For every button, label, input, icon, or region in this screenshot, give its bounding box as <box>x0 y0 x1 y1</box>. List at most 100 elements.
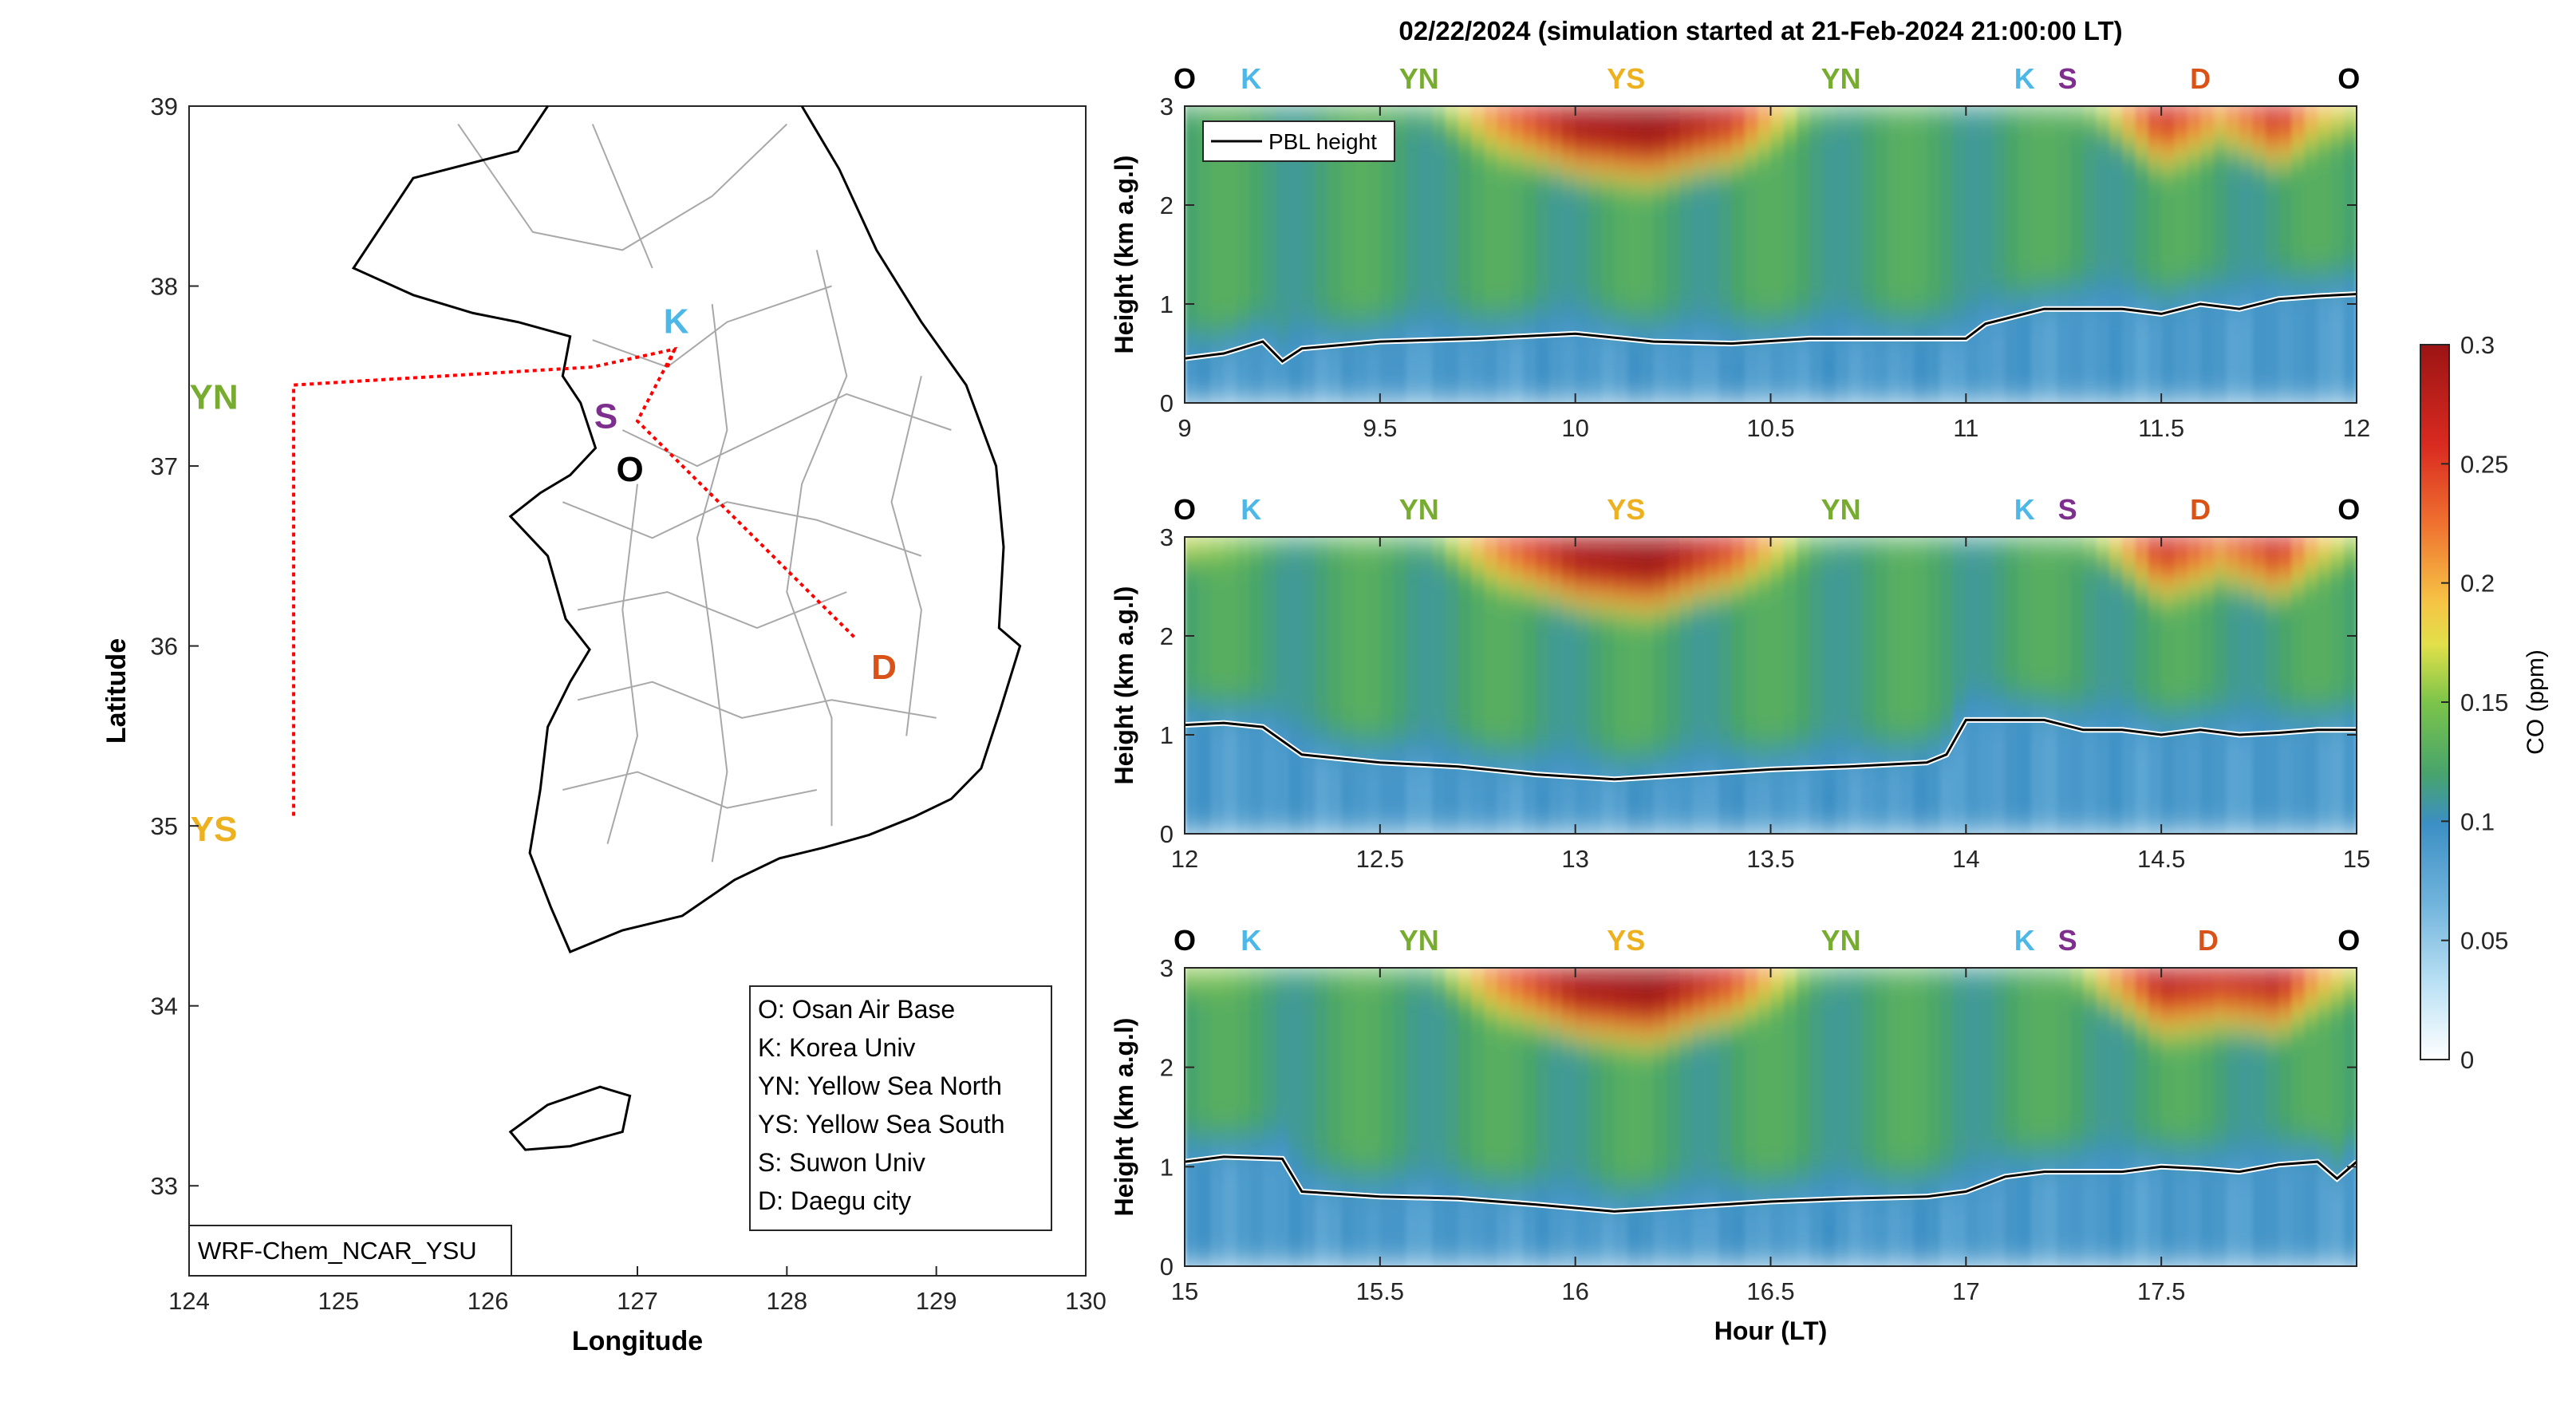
co-cell <box>2135 226 2149 235</box>
co-cell <box>2174 310 2188 319</box>
co-cell <box>1718 247 1733 255</box>
co-cell <box>2291 282 2306 291</box>
co-cell <box>1367 629 1381 637</box>
co-cell <box>1536 148 1550 156</box>
co-cell <box>1301 551 1316 559</box>
co-cell <box>1848 261 1863 270</box>
co-cell <box>1575 233 1589 242</box>
co-cell <box>1679 290 1694 298</box>
co-cell <box>2174 381 2188 390</box>
co-cell <box>1523 112 1537 121</box>
co-cell <box>2044 106 2058 114</box>
co-cell <box>2213 290 2227 298</box>
co-cell <box>1288 827 1303 834</box>
co-cell <box>2044 268 2058 277</box>
co-cell <box>2239 396 2254 403</box>
co-cell <box>1588 198 1603 206</box>
co-cell <box>1418 798 1434 807</box>
co-cell <box>2330 191 2345 199</box>
co-cell <box>1340 565 1355 574</box>
co-cell <box>1379 614 1395 623</box>
co-cell <box>1315 205 1329 213</box>
co-cell <box>2057 211 2071 220</box>
co-cell <box>2187 162 2202 171</box>
co-cell <box>2265 268 2279 277</box>
co-cell <box>1354 247 1368 255</box>
co-cell <box>1875 304 1889 312</box>
co-cell <box>1484 211 1498 220</box>
co-cell <box>1822 318 1837 326</box>
co-cell <box>2291 184 2306 192</box>
co-cell <box>1966 120 1980 128</box>
co-cell <box>2030 112 2045 121</box>
co-cell <box>1627 255 1642 262</box>
co-cell <box>2096 233 2110 242</box>
co-cell <box>1549 290 1564 298</box>
co-cell <box>1692 219 1706 227</box>
co-cell <box>2226 240 2241 249</box>
co-cell <box>1809 148 1824 156</box>
co-cell <box>1262 169 1277 178</box>
co-cell <box>1471 198 1485 206</box>
co-cell <box>1939 233 1954 242</box>
co-cell <box>1340 706 1355 715</box>
co-cell <box>1367 282 1381 291</box>
co-cell <box>1888 339 1902 348</box>
co-cell <box>1992 297 2006 305</box>
co-cell <box>1340 720 1355 729</box>
co-cell <box>1627 176 1642 185</box>
co-cell <box>1783 156 1798 164</box>
co-cell <box>1679 148 1694 156</box>
co-cell <box>2135 332 2149 341</box>
co-cell <box>2174 176 2188 185</box>
co-cell <box>1718 297 1733 305</box>
co-cell <box>1418 205 1434 213</box>
co-cell <box>1197 791 1212 799</box>
co-cell <box>1927 297 1941 305</box>
co-cell <box>2083 162 2097 171</box>
co-cell <box>1536 374 1550 383</box>
co-cell <box>1237 579 1251 587</box>
co-cell <box>2318 120 2332 128</box>
co-cell <box>1458 325 1473 334</box>
co-cell <box>1666 184 1681 192</box>
co-cell <box>2318 219 2332 227</box>
co-cell <box>1354 770 1368 779</box>
co-cell <box>1588 304 1603 312</box>
co-cell <box>2148 198 2163 206</box>
co-cell <box>1458 332 1473 341</box>
co-cell <box>1692 112 1706 121</box>
co-cell <box>1315 233 1329 242</box>
co-cell <box>1588 184 1603 192</box>
co-cell <box>1588 381 1603 390</box>
co-cell <box>1744 211 1759 220</box>
co-cell <box>1288 247 1303 255</box>
co-cell <box>1406 614 1420 623</box>
co-cell <box>1562 198 1576 206</box>
co-cell <box>1562 325 1576 334</box>
co-cell <box>1185 112 1199 121</box>
co-cell <box>1653 389 1667 397</box>
map-x-tick-label: 126 <box>467 1287 509 1315</box>
co-cell <box>1262 325 1277 334</box>
co-cell <box>1484 664 1498 673</box>
co-cell <box>1393 685 1407 693</box>
co-cell <box>1614 360 1628 369</box>
co-cell <box>1458 162 1473 171</box>
co-cell <box>1484 275 1498 284</box>
co-cell <box>1718 346 1733 354</box>
co-cell <box>1354 233 1368 242</box>
co-cell <box>2161 346 2176 354</box>
co-cell <box>2226 325 2241 334</box>
co-cell <box>1471 297 1485 305</box>
co-cell <box>2278 134 2293 143</box>
co-cell <box>2030 198 2045 206</box>
co-cell <box>1432 784 1446 792</box>
co-cell <box>1406 642 1420 651</box>
co-cell <box>2109 381 2124 390</box>
co-cell <box>1653 198 1667 206</box>
co-cell <box>1900 389 1915 397</box>
co-cell <box>2148 339 2163 348</box>
co-cell <box>2291 304 2306 312</box>
co-cell <box>1406 247 1420 255</box>
